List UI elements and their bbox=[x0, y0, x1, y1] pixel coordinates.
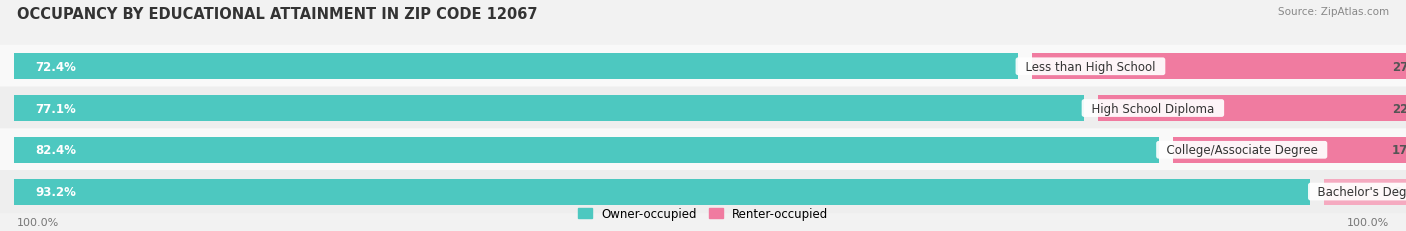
Text: College/Associate Degree: College/Associate Degree bbox=[1159, 144, 1324, 157]
Bar bbox=[14, 96, 1084, 122]
Text: 17.6%: 17.6% bbox=[1392, 144, 1406, 157]
Text: 22.9%: 22.9% bbox=[1392, 102, 1406, 115]
FancyBboxPatch shape bbox=[0, 129, 1406, 172]
Text: Source: ZipAtlas.com: Source: ZipAtlas.com bbox=[1278, 7, 1389, 17]
FancyBboxPatch shape bbox=[0, 170, 1406, 213]
Text: High School Diploma: High School Diploma bbox=[1084, 102, 1222, 115]
FancyBboxPatch shape bbox=[0, 87, 1406, 130]
Text: 100.0%: 100.0% bbox=[17, 217, 59, 227]
Legend: Owner-occupied, Renter-occupied: Owner-occupied, Renter-occupied bbox=[572, 203, 834, 225]
Bar bbox=[14, 54, 1018, 80]
Text: 93.2%: 93.2% bbox=[35, 185, 76, 198]
Text: 6.8%: 6.8% bbox=[1392, 185, 1406, 198]
Bar bbox=[1324, 179, 1406, 205]
Text: Bachelor's Degree or higher: Bachelor's Degree or higher bbox=[1310, 185, 1406, 198]
Text: 77.1%: 77.1% bbox=[35, 102, 76, 115]
Bar bbox=[1098, 96, 1406, 122]
Text: Less than High School: Less than High School bbox=[1018, 61, 1163, 73]
Text: 100.0%: 100.0% bbox=[1347, 217, 1389, 227]
Text: 82.4%: 82.4% bbox=[35, 144, 76, 157]
Bar bbox=[1032, 54, 1406, 80]
Bar bbox=[1173, 137, 1406, 163]
Text: 72.4%: 72.4% bbox=[35, 61, 76, 73]
Bar bbox=[14, 179, 1310, 205]
Text: OCCUPANCY BY EDUCATIONAL ATTAINMENT IN ZIP CODE 12067: OCCUPANCY BY EDUCATIONAL ATTAINMENT IN Z… bbox=[17, 7, 537, 22]
FancyBboxPatch shape bbox=[0, 46, 1406, 88]
Text: 27.6%: 27.6% bbox=[1392, 61, 1406, 73]
Bar bbox=[14, 137, 1159, 163]
